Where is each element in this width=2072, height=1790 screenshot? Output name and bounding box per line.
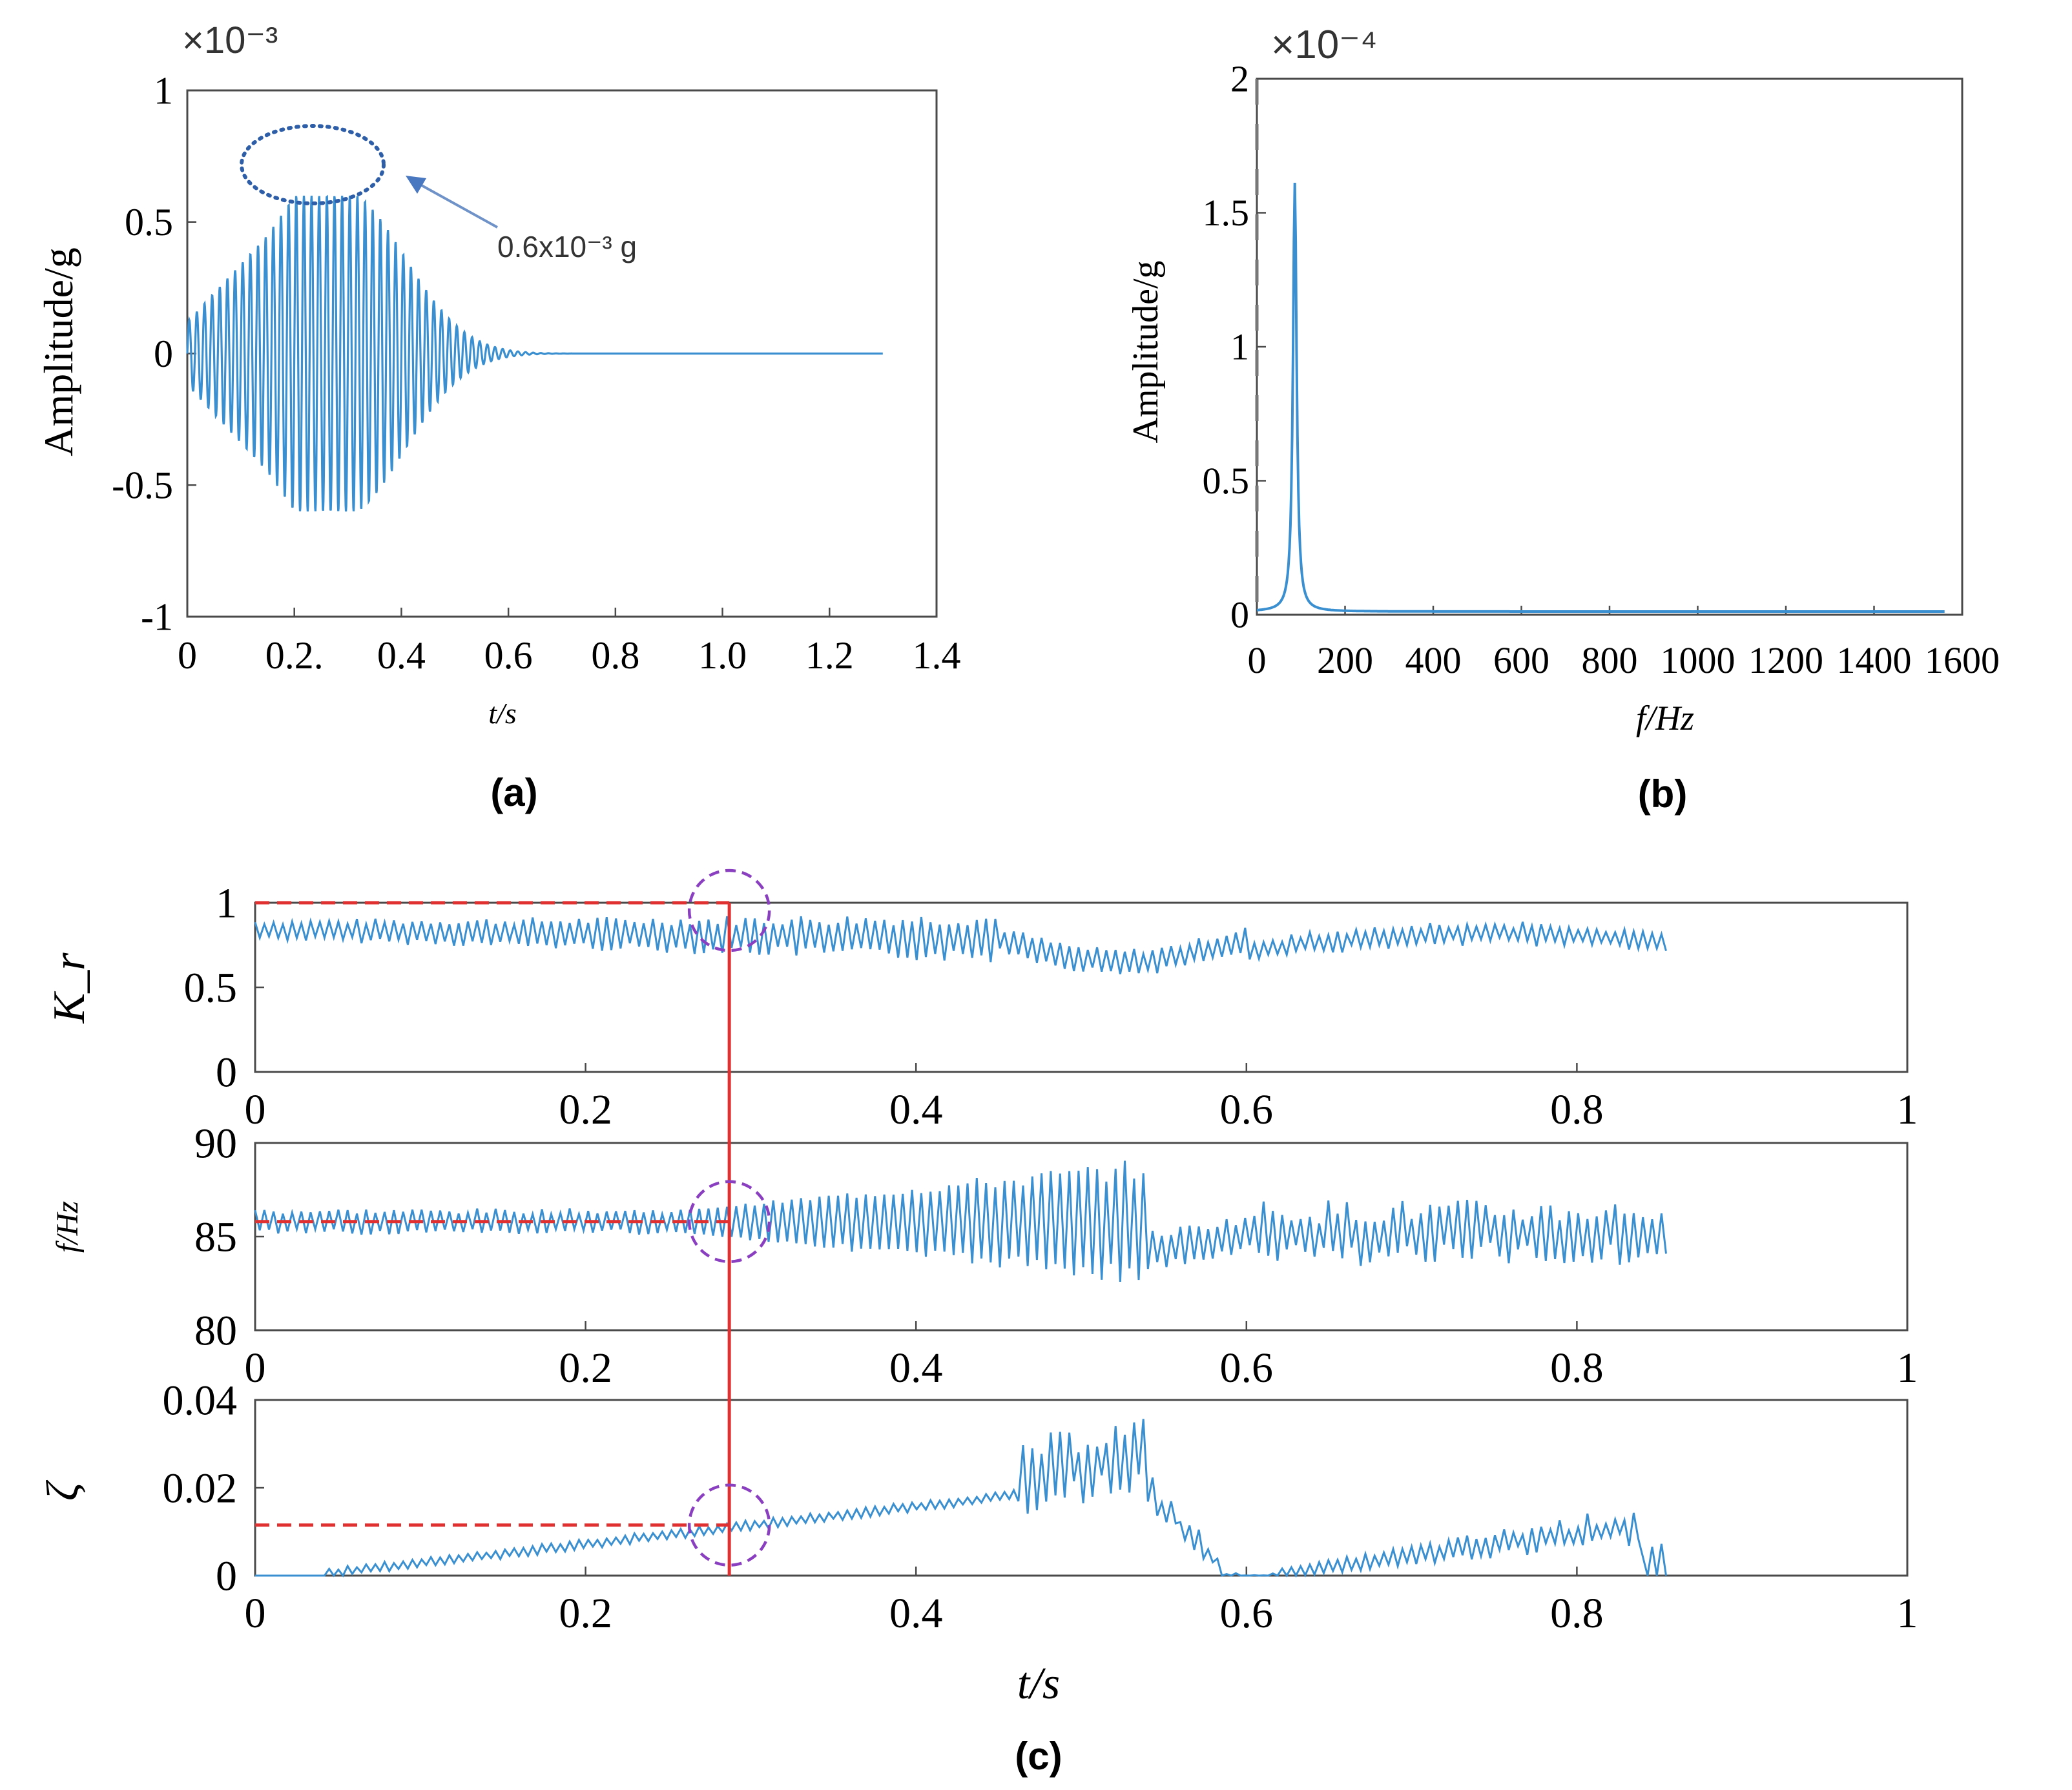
panel-c2-frequency-line (254, 1160, 1667, 1282)
y-tick-label: 0.5 (184, 964, 238, 1011)
panel-a-annotation-arrow (413, 180, 498, 229)
x-tick-label: 0.4 (889, 1086, 943, 1133)
x-tick-label: 0.2 (559, 1086, 612, 1133)
panel-b-plot-frame (1256, 77, 1963, 616)
panel-c1-y-ticks: 10.50 (184, 880, 264, 1096)
x-tick-label: 1000 (1661, 639, 1735, 681)
x-tick-label: 0.8 (1550, 1086, 1604, 1133)
x-tick-label: 0.6 (1220, 1344, 1274, 1392)
panel-a-y-ticks: 1 0.5 0 -0.5 -1 (112, 69, 196, 638)
y-tick-label: -0.5 (112, 464, 173, 507)
panel-c3-y-ticks: 0.04 0.02 0 (163, 1377, 264, 1600)
x-tick-label: 0 (178, 634, 197, 677)
panel-c1-y-axis-label: K_r (45, 952, 94, 1024)
panel-a: ×10⁻³ 1 0.5 0 -0.5 -1 0 0.2. 0.4 0.6 0.8 1.0 1.2 1.… (36, 19, 961, 814)
x-tick-label: 0.6 (1220, 1086, 1274, 1133)
x-tick-label: 0.8 (1550, 1344, 1604, 1392)
y-tick-label: 1.5 (1203, 192, 1250, 234)
panel-a-x-axis-label: t/s (488, 697, 516, 730)
y-tick-label: 0 (216, 1049, 237, 1096)
x-tick-label: 0.4 (889, 1590, 943, 1637)
x-tick-label: 1.4 (913, 634, 961, 677)
panel-a-exponent-label: ×10⁻³ (182, 19, 278, 61)
x-tick-label: 0.6 (484, 634, 533, 677)
y-tick-label: 85 (194, 1213, 237, 1260)
panel-c2-y-ticks: 90 85 80 (194, 1120, 264, 1354)
reference-highlight-circle-2 (687, 1180, 771, 1264)
x-tick-label: 0.4 (889, 1344, 943, 1392)
y-tick-label: 0.5 (125, 201, 173, 243)
x-tick-label: 1600 (1925, 639, 2000, 681)
panel-b-y-ticks: 2 1.5 1 0.5 0 (1203, 58, 1266, 636)
reference-highlight-circle-1 (687, 869, 771, 952)
y-tick-label: 80 (194, 1307, 237, 1354)
y-tick-label: 0 (1230, 594, 1249, 636)
panel-c1-x-ticks: 0 0.2 0.4 0.6 0.8 1 (245, 1063, 1918, 1133)
x-tick-label: 1200 (1748, 639, 1823, 681)
x-tick-label: 600 (1493, 639, 1549, 681)
x-tick-label: 1.2 (805, 634, 854, 677)
panel-a-y-axis-label: Amplitude/g (36, 247, 81, 457)
x-tick-label: 1 (1897, 1344, 1918, 1392)
panel-c-x-axis-label: t/s (1017, 1659, 1060, 1709)
panel-a-signal-line (186, 194, 883, 512)
y-tick-label: 0.04 (163, 1377, 238, 1424)
panel-c1-kr-line (254, 916, 1667, 974)
panel-b-spectrum-line (1256, 182, 1945, 613)
x-tick-label: 0.2. (265, 634, 324, 677)
panel-b-x-ticks: 0 200 400 600 800 1000 1200 1400 1600 (1248, 606, 2000, 681)
panel-a-peak-highlight-ellipse (240, 124, 386, 205)
panel-b-x-axis-label: f/Hz (1636, 699, 1694, 737)
y-tick-label: 0.02 (163, 1465, 238, 1512)
y-tick-label: 1 (216, 880, 237, 927)
x-tick-label: 0.8 (591, 634, 639, 677)
panel-c2-x-ticks: 0 0.2 0.4 0.6 0.8 1 (245, 1321, 1918, 1392)
y-tick-label: 0.5 (1203, 460, 1250, 502)
panel-c-reference-markers (255, 869, 771, 1576)
x-tick-label: 800 (1582, 639, 1638, 681)
x-tick-label: 0.4 (377, 634, 426, 677)
panel-a-x-ticks: 0 0.2. 0.4 0.6 0.8 1.0 1.2 1.4 (178, 608, 961, 677)
panel-a-exponent: ×10⁻³ (182, 19, 278, 61)
x-tick-label: 1400 (1837, 639, 1912, 681)
panel-a-label: (a) (490, 771, 537, 814)
x-tick-label: 0 (245, 1344, 266, 1392)
y-tick-label: 0 (154, 333, 173, 375)
reference-highlight-circle-3 (687, 1483, 771, 1567)
y-tick-label: 2 (1230, 58, 1249, 100)
x-tick-label: 1.0 (698, 634, 747, 677)
y-tick-label: 1 (1230, 326, 1249, 368)
x-tick-label: 0 (245, 1590, 266, 1637)
panel-c2-y-axis-label: f/Hz (50, 1201, 85, 1253)
panel-c3-x-ticks: 0 0.2 0.4 0.6 0.8 1 (245, 1567, 1918, 1637)
panel-a-annotation-arrowhead (406, 176, 426, 194)
panel-b-y-axis-label: Amplitude/g (1126, 260, 1166, 443)
x-tick-label: 400 (1405, 639, 1462, 681)
x-tick-label: 0.2 (559, 1344, 612, 1392)
y-tick-label: -1 (141, 595, 173, 638)
x-tick-label: 0.2 (559, 1590, 612, 1637)
x-tick-label: 0 (1248, 639, 1267, 681)
x-tick-label: 1 (1897, 1086, 1918, 1133)
panel-c3-y-axis-label: ζ (38, 1479, 88, 1501)
x-tick-label: 0 (245, 1086, 266, 1133)
panel-c3-damping-line (255, 1419, 1667, 1578)
panel-b: ×10⁻⁴ 2 1.5 1 0.5 0 0 200 400 600 800 1000 1200 140… (1126, 23, 2000, 816)
y-tick-label: 1 (154, 69, 173, 112)
y-tick-label: 0 (216, 1552, 237, 1600)
panel-b-exponent-label: ×10⁻⁴ (1271, 23, 1378, 67)
x-tick-label: 1 (1897, 1590, 1918, 1637)
panel-c-label: (c) (1015, 1734, 1062, 1778)
x-tick-label: 0.6 (1220, 1590, 1274, 1637)
y-tick-label: 90 (194, 1120, 237, 1167)
panel-a-annotation: 0.6x10⁻³ g (497, 230, 637, 263)
panel-b-label: (b) (1638, 772, 1688, 816)
x-tick-label: 200 (1317, 639, 1373, 681)
x-tick-label: 0.8 (1550, 1590, 1604, 1637)
